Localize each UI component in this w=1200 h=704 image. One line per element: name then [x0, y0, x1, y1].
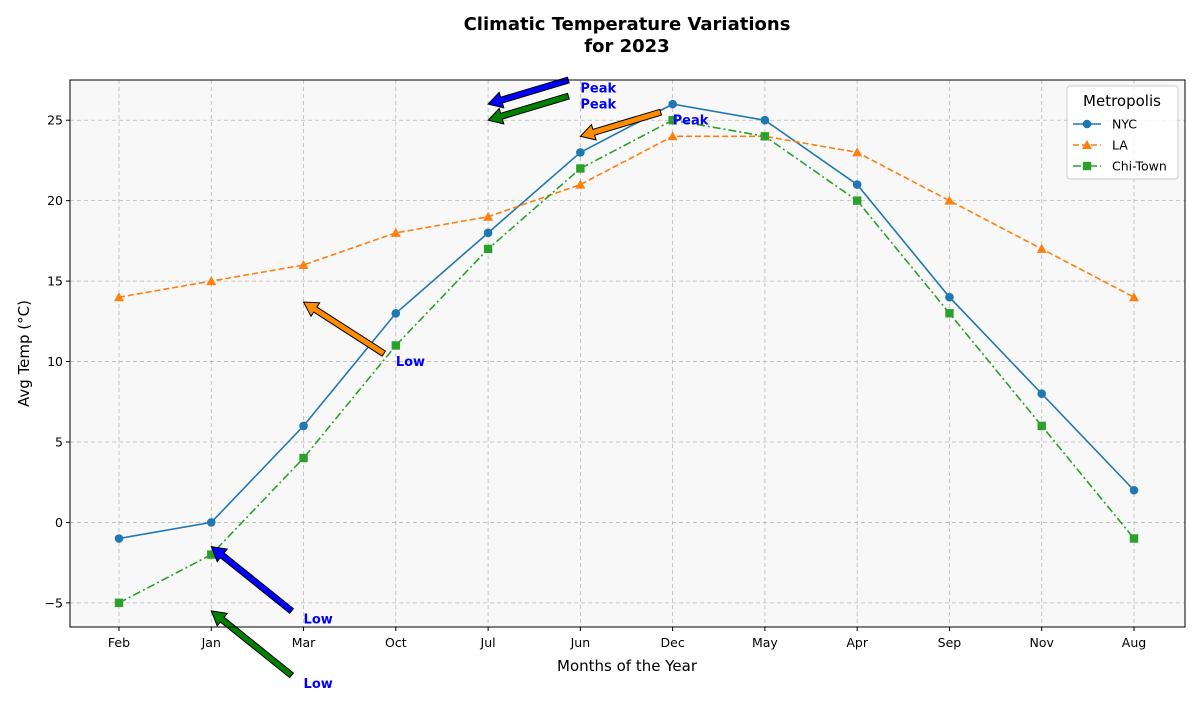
data-point-la [483, 211, 494, 221]
x-tick-label: Dec [661, 635, 685, 650]
data-point-chi-town [1037, 421, 1046, 431]
annotation-label: Peak [580, 98, 616, 113]
data-point-la [575, 179, 586, 189]
legend-label-nyc: NYC [1112, 117, 1137, 132]
data-point-nyc [760, 115, 770, 125]
annotation-label: Low [396, 355, 425, 370]
legend-marker-la [1082, 140, 1092, 149]
data-point-chi-town [760, 132, 770, 141]
data-point-chi-town [114, 598, 124, 608]
data-point-nyc [852, 180, 862, 189]
y-tick-label: 25 [47, 113, 63, 128]
data-point-nyc [206, 518, 216, 527]
y-axis: −5 0 5 10 15 20 25 [45, 113, 70, 610]
legend-label-la: LA [1112, 138, 1128, 153]
y-tick-label: 0 [55, 515, 63, 530]
y-tick-label: −5 [45, 595, 63, 610]
chart-title-line2: for 2023 [584, 36, 669, 57]
data-point-chi-town [668, 116, 677, 125]
legend-marker-nyc [1082, 119, 1092, 129]
data-point-chi-town [852, 196, 862, 205]
x-tick-label: Jan [201, 635, 221, 650]
data-point-la [852, 147, 863, 157]
x-tick-label: Mar [292, 635, 316, 650]
data-point-la [1036, 243, 1047, 253]
series-la [114, 131, 1139, 302]
x-tick-label: Apr [846, 635, 868, 650]
annotation-label: Peak [580, 82, 616, 97]
data-point-la [667, 131, 678, 141]
data-point-nyc [1037, 389, 1047, 399]
legend-entries: NYC LA Chi-Town [1073, 117, 1167, 174]
y-tick-label: 20 [47, 193, 63, 208]
y-tick-label: 10 [47, 354, 63, 369]
series-layer [114, 99, 1139, 608]
series-chi-town [114, 116, 1139, 608]
data-point-chi-town [1129, 534, 1139, 543]
series-line-la [118, 135, 1135, 298]
data-point-nyc [483, 228, 493, 238]
data-point-chi-town [483, 244, 493, 254]
annotation-arrow [210, 545, 295, 615]
annotation-label: Peak [673, 114, 709, 129]
data-point-nyc [576, 148, 585, 157]
data-point-la [114, 292, 124, 302]
x-tick-label: Aug [1122, 635, 1146, 650]
annotation-arrow [210, 610, 295, 679]
annotation-arrow [487, 92, 570, 125]
series-line-nyc [118, 103, 1135, 540]
x-tick-label: Jun [570, 635, 591, 650]
legend-label-chi-town: Chi-Town [1112, 159, 1167, 174]
data-point-la [298, 260, 309, 270]
x-tick-label: Oct [385, 635, 407, 650]
legend-box [1066, 85, 1179, 180]
data-point-chi-town [576, 164, 585, 173]
annotation-label: Low [304, 612, 333, 627]
y-tick-label: 5 [55, 434, 63, 449]
data-point-la [1129, 292, 1139, 302]
x-tick-label: May [752, 635, 778, 650]
x-tick-label: Jul [480, 635, 496, 650]
x-tick-label: Feb [108, 635, 130, 650]
data-point-chi-town [207, 550, 216, 559]
x-axis: Feb Jan Mar Oct Jul Jun Dec May Apr Sep Nov Aug [108, 627, 1146, 650]
x-tick-label: Nov [1030, 635, 1055, 650]
data-point-nyc [945, 292, 954, 302]
annotation-arrow [579, 108, 663, 141]
data-point-nyc [299, 421, 308, 431]
annotation-label: Low [304, 677, 333, 692]
legend-title: Metropolis [1083, 92, 1161, 110]
y-axis-label: Avg Temp (°C) [15, 300, 33, 407]
data-point-nyc [668, 99, 677, 109]
legend-marker-chi-town [1082, 161, 1092, 171]
data-point-nyc [1129, 485, 1139, 495]
y-tick-label: 15 [47, 274, 63, 289]
data-point-chi-town [299, 453, 308, 463]
x-tick-label: Sep [938, 635, 962, 650]
data-point-la [944, 195, 955, 205]
data-point-nyc [114, 534, 124, 543]
plot-area [70, 80, 1185, 627]
data-point-nyc [391, 308, 401, 318]
legend: Metropolis NYC LA Chi-Town [1066, 85, 1179, 180]
x-axis-label: Months of the Year [557, 657, 698, 675]
chart-title-line1: Climatic Temperature Variations [464, 14, 791, 35]
series-line-chi-town [118, 119, 1135, 604]
data-point-chi-town [945, 309, 954, 318]
series-nyc [114, 99, 1139, 543]
data-point-chi-town [391, 341, 401, 350]
plot-frame [69, 79, 1186, 628]
annotation-arrow [487, 76, 570, 109]
data-point-la [390, 227, 401, 237]
data-point-la [206, 276, 217, 286]
annotation-arrow [302, 301, 387, 357]
